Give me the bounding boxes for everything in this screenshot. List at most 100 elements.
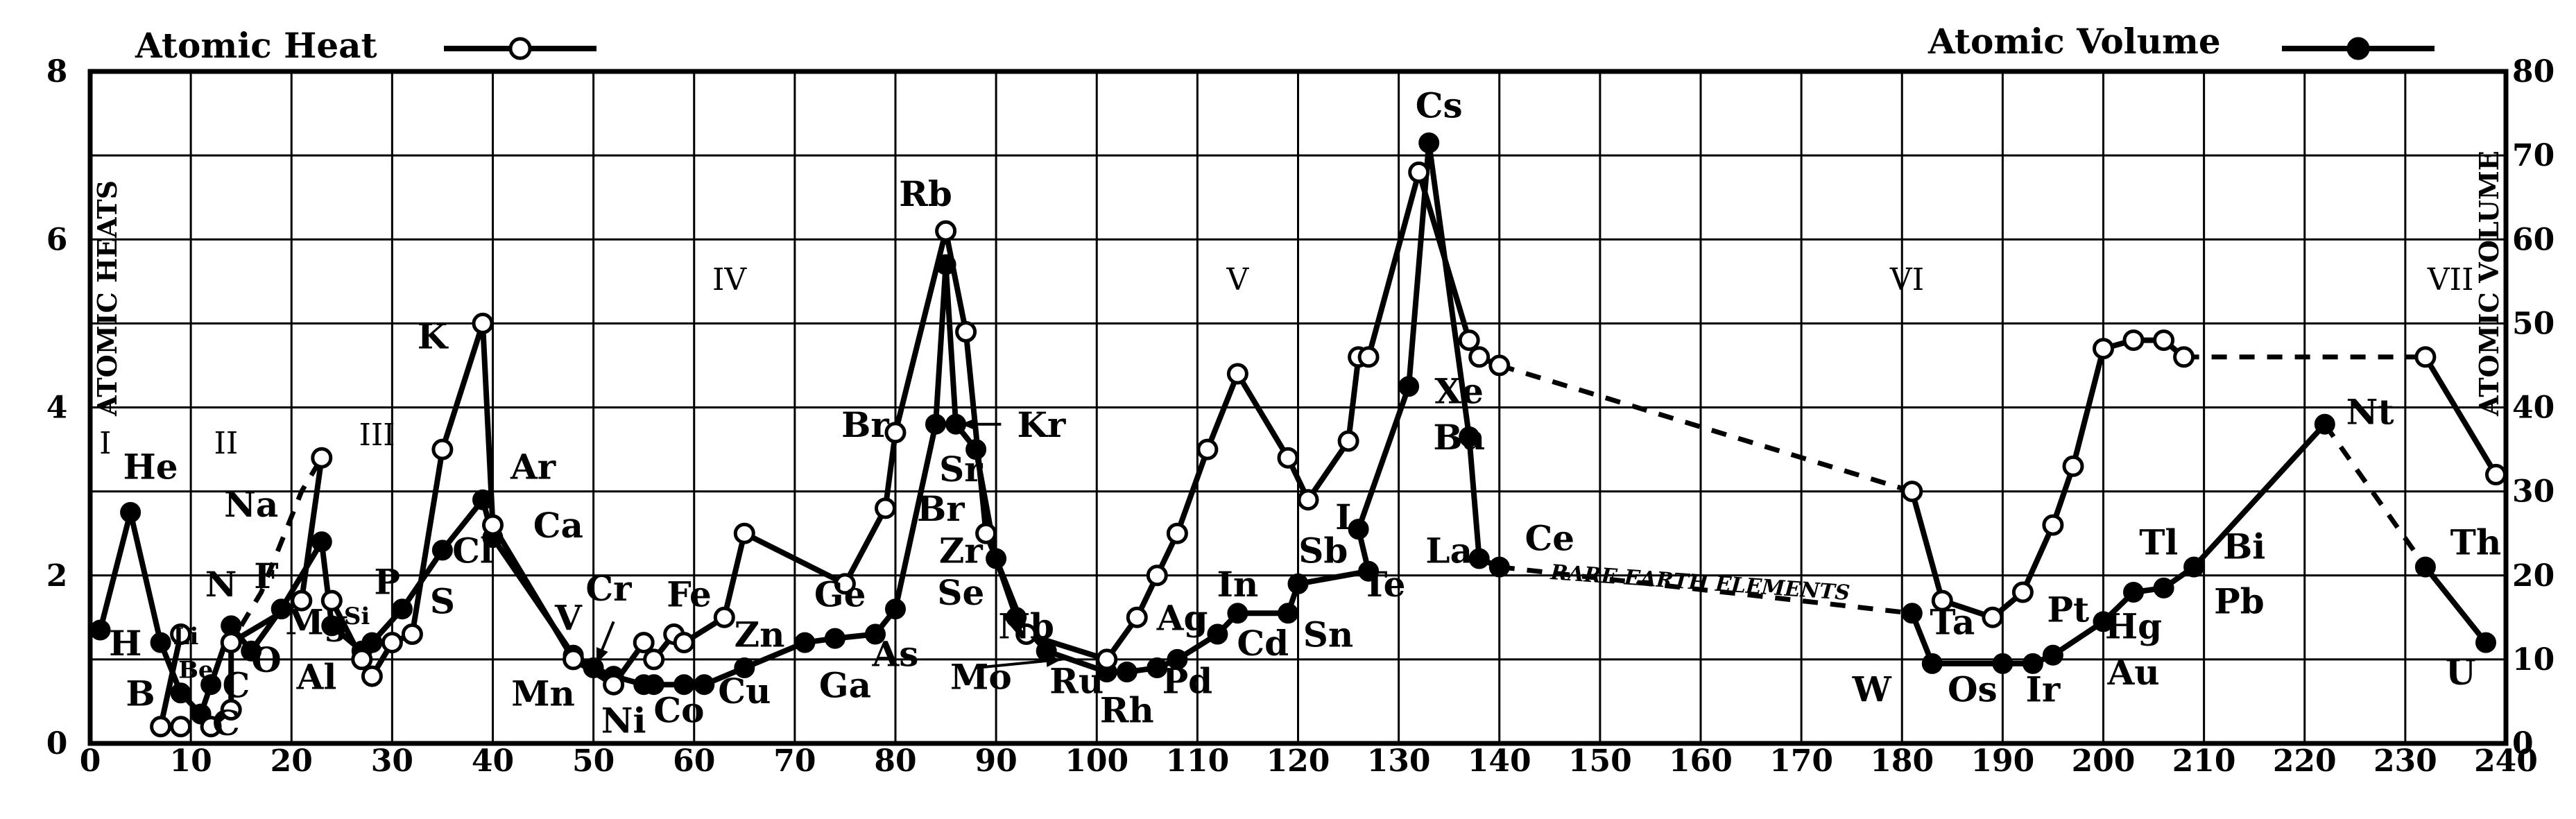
heat-point (1096, 648, 1118, 671)
group-label: VI (1889, 262, 1924, 298)
element-label: Ir (2026, 669, 2061, 709)
heat-point (2042, 514, 2064, 536)
volume-point (200, 674, 222, 696)
element-label: Be (178, 657, 213, 684)
element-label: Al (296, 656, 337, 697)
x-tick-label: 100 (1065, 743, 1128, 779)
heat-point (482, 514, 504, 536)
y-axis-left-label: ATOMIC HEATS (92, 180, 123, 417)
x-tick-label: 90 (975, 743, 1017, 779)
volume-point (643, 674, 664, 696)
element-label: N (205, 564, 237, 605)
heat-point (1357, 346, 1380, 368)
volume-point (1006, 607, 1027, 628)
volume-point (694, 674, 715, 696)
element-label: Te (1362, 564, 1405, 605)
volume-point (1278, 603, 1298, 624)
element-label: Ga (819, 664, 871, 705)
volume-point (2093, 611, 2114, 632)
volume-point (2314, 413, 2335, 435)
element-label: Si (344, 603, 370, 630)
volume-point (2123, 582, 2144, 603)
heat-point (643, 648, 665, 671)
x-tick-label: 30 (371, 743, 413, 779)
heat-point (2062, 455, 2084, 477)
heat-point (563, 648, 585, 671)
element-label: Cl (452, 531, 493, 571)
x-tick-label: 10 (170, 743, 212, 779)
y-axis-right-label: ATOMIC VOLUME (2473, 150, 2505, 417)
heat-point (170, 623, 192, 645)
heat-point (1901, 481, 1923, 503)
volume-dashed-line (1499, 564, 1913, 616)
volume-point (824, 628, 845, 649)
volume-point (1207, 623, 1228, 645)
volume-point (1992, 653, 2013, 674)
y-right-tick-label: 20 (2512, 558, 2554, 594)
x-tick-label: 50 (572, 743, 615, 779)
group-label: III (359, 417, 395, 453)
volume-point (1116, 662, 1137, 682)
element-label: Ta (1930, 602, 1975, 643)
y-left-tick-label: 6 (46, 222, 68, 257)
element-label: H (109, 623, 141, 664)
element-label: C (212, 702, 240, 743)
heat-point (633, 632, 655, 654)
element-label: Ag (1156, 597, 1208, 638)
element-label: Rb (899, 173, 952, 214)
y-right-tick-label: 70 (2512, 138, 2554, 173)
volume-point (321, 615, 343, 637)
heat-point (975, 522, 997, 544)
element-label: Hg (2105, 606, 2162, 647)
tick-labels: 0 10 20 30 40 50 60 70 80 90 100 110 120 130 140 150 160… (46, 54, 2555, 779)
volume-point (734, 657, 755, 678)
heat-point (603, 673, 625, 696)
annotation-arrowhead (1045, 655, 1062, 667)
heat-point (291, 589, 313, 612)
heat-point (401, 623, 423, 645)
element-label: Mo (950, 656, 1012, 697)
element-label: V (554, 597, 583, 638)
element-label: Na (224, 484, 278, 525)
volume-point (935, 254, 956, 275)
heat-point (220, 699, 242, 721)
element-label: Bi (2223, 526, 2265, 567)
x-tick-label: 110 (1165, 743, 1229, 779)
element-label: Cr (585, 568, 632, 609)
element-label: Ar (510, 446, 556, 487)
y-left-tick-label: 2 (46, 558, 68, 594)
x-tick-label: 80 (874, 743, 916, 779)
heat-point (834, 573, 856, 595)
volume-point (865, 623, 886, 645)
element-label: Cs (1416, 85, 1463, 126)
element-label: In (1217, 564, 1259, 605)
heat-point (1931, 589, 1953, 612)
element-label: F (254, 555, 279, 596)
volume-dashed-line (2322, 422, 2428, 569)
x-tick-label: 200 (2072, 743, 2136, 779)
x-tick-label: 230 (2373, 743, 2437, 779)
x-tick-label: 40 (472, 743, 514, 779)
element-label: Sb (1298, 531, 1348, 571)
x-tick-label: 180 (1870, 743, 1934, 779)
element-label: U (2446, 652, 2476, 693)
element-label: Pt (2047, 589, 2089, 630)
heat-point (1982, 606, 2004, 628)
heat-point (713, 606, 735, 628)
volume-point (1921, 653, 1943, 674)
element-label: Au (2106, 652, 2159, 693)
volume-point (89, 619, 111, 641)
y-right-tick-label: 30 (2512, 474, 2554, 510)
volume-point (1358, 560, 1380, 582)
heat-line (329, 169, 1501, 688)
volume-point (1147, 657, 1168, 678)
element-label: Cu (718, 671, 771, 712)
heat-point (1166, 522, 1188, 544)
heat-point (320, 589, 343, 612)
x-tick-label: 160 (1669, 743, 1733, 779)
heat-line (1909, 337, 2186, 621)
heat-line (2423, 355, 2498, 476)
heat-point (2093, 338, 2114, 360)
